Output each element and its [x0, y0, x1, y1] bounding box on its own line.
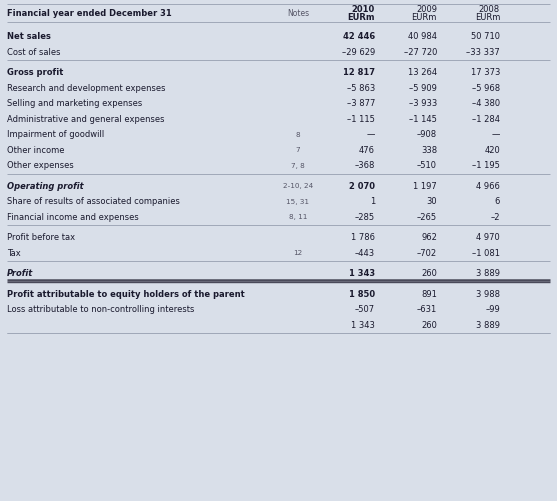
Text: 7: 7	[296, 147, 300, 153]
Text: 30: 30	[426, 197, 437, 206]
Text: Financial income and expenses: Financial income and expenses	[7, 213, 139, 222]
Text: –1 195: –1 195	[472, 161, 500, 170]
Text: –368: –368	[355, 161, 375, 170]
Text: 2010: 2010	[352, 5, 375, 14]
Text: 420: 420	[484, 146, 500, 155]
Text: —: —	[492, 130, 500, 139]
Text: –33 337: –33 337	[466, 48, 500, 57]
Text: 1 343: 1 343	[349, 269, 375, 278]
Text: 4 970: 4 970	[476, 233, 500, 242]
Text: Tax: Tax	[7, 249, 21, 258]
Text: Other income: Other income	[7, 146, 65, 155]
Text: –1 284: –1 284	[472, 115, 500, 124]
Text: –4 380: –4 380	[472, 99, 500, 108]
Text: EURm: EURm	[412, 13, 437, 22]
Text: –1 081: –1 081	[472, 249, 500, 258]
Text: –285: –285	[355, 213, 375, 222]
Text: –99: –99	[485, 305, 500, 314]
Text: –443: –443	[355, 249, 375, 258]
Text: Other expenses: Other expenses	[7, 161, 74, 170]
Text: Profit before tax: Profit before tax	[7, 233, 75, 242]
Text: 1 343: 1 343	[351, 321, 375, 330]
Text: 40 984: 40 984	[408, 32, 437, 41]
Text: 1 197: 1 197	[413, 182, 437, 191]
Text: 2-10, 24: 2-10, 24	[283, 183, 313, 189]
Text: 476: 476	[359, 146, 375, 155]
Text: 13 264: 13 264	[408, 68, 437, 77]
Text: Net sales: Net sales	[7, 32, 51, 41]
Text: 12: 12	[294, 250, 302, 256]
Text: Impairment of goodwill: Impairment of goodwill	[7, 130, 104, 139]
Text: 42 446: 42 446	[343, 32, 375, 41]
Text: 15, 31: 15, 31	[286, 199, 310, 205]
Text: 338: 338	[421, 146, 437, 155]
Text: 1 786: 1 786	[351, 233, 375, 242]
Text: Research and development expenses: Research and development expenses	[7, 84, 165, 93]
Text: —: —	[367, 130, 375, 139]
Text: –5 909: –5 909	[409, 84, 437, 93]
Text: –702: –702	[417, 249, 437, 258]
Text: –27 720: –27 720	[404, 48, 437, 57]
Text: 3 889: 3 889	[476, 269, 500, 278]
Text: –908: –908	[417, 130, 437, 139]
Text: 50 710: 50 710	[471, 32, 500, 41]
Text: Share of results of associated companies: Share of results of associated companies	[7, 197, 180, 206]
Text: 8: 8	[296, 132, 300, 138]
Text: 12 817: 12 817	[343, 68, 375, 77]
Text: 1 850: 1 850	[349, 290, 375, 299]
Text: –1 145: –1 145	[409, 115, 437, 124]
Text: 2008: 2008	[479, 5, 500, 14]
Text: Profit: Profit	[7, 269, 33, 278]
Text: –265: –265	[417, 213, 437, 222]
Text: 8, 11: 8, 11	[289, 214, 307, 220]
Text: 6: 6	[495, 197, 500, 206]
Text: 1: 1	[370, 197, 375, 206]
Text: –3 877: –3 877	[346, 99, 375, 108]
Text: Gross profit: Gross profit	[7, 68, 63, 77]
Text: 3 988: 3 988	[476, 290, 500, 299]
Text: 17 373: 17 373	[471, 68, 500, 77]
Text: –2: –2	[491, 213, 500, 222]
Text: 260: 260	[421, 321, 437, 330]
Text: –3 933: –3 933	[409, 99, 437, 108]
Text: Cost of sales: Cost of sales	[7, 48, 61, 57]
Text: 3 889: 3 889	[476, 321, 500, 330]
Text: Profit attributable to equity holders of the parent: Profit attributable to equity holders of…	[7, 290, 245, 299]
Text: Selling and marketing expenses: Selling and marketing expenses	[7, 99, 142, 108]
Text: EURm: EURm	[475, 13, 500, 22]
Text: –507: –507	[355, 305, 375, 314]
Text: EURm: EURm	[348, 13, 375, 22]
Text: 891: 891	[421, 290, 437, 299]
Text: 2009: 2009	[416, 5, 437, 14]
Text: 962: 962	[421, 233, 437, 242]
Text: –631: –631	[417, 305, 437, 314]
Text: –1 115: –1 115	[347, 115, 375, 124]
Text: Administrative and general expenses: Administrative and general expenses	[7, 115, 164, 124]
Text: –510: –510	[417, 161, 437, 170]
Text: –5 968: –5 968	[472, 84, 500, 93]
Text: 260: 260	[421, 269, 437, 278]
Text: 4 966: 4 966	[476, 182, 500, 191]
Text: 2 070: 2 070	[349, 182, 375, 191]
Text: –29 629: –29 629	[342, 48, 375, 57]
Text: Notes: Notes	[287, 9, 309, 18]
Text: –5 863: –5 863	[347, 84, 375, 93]
Text: 7, 8: 7, 8	[291, 163, 305, 169]
Text: Operating profit: Operating profit	[7, 182, 84, 191]
Text: Financial year ended December 31: Financial year ended December 31	[7, 9, 172, 18]
Text: Loss attributable to non-controlling interests: Loss attributable to non-controlling int…	[7, 305, 194, 314]
